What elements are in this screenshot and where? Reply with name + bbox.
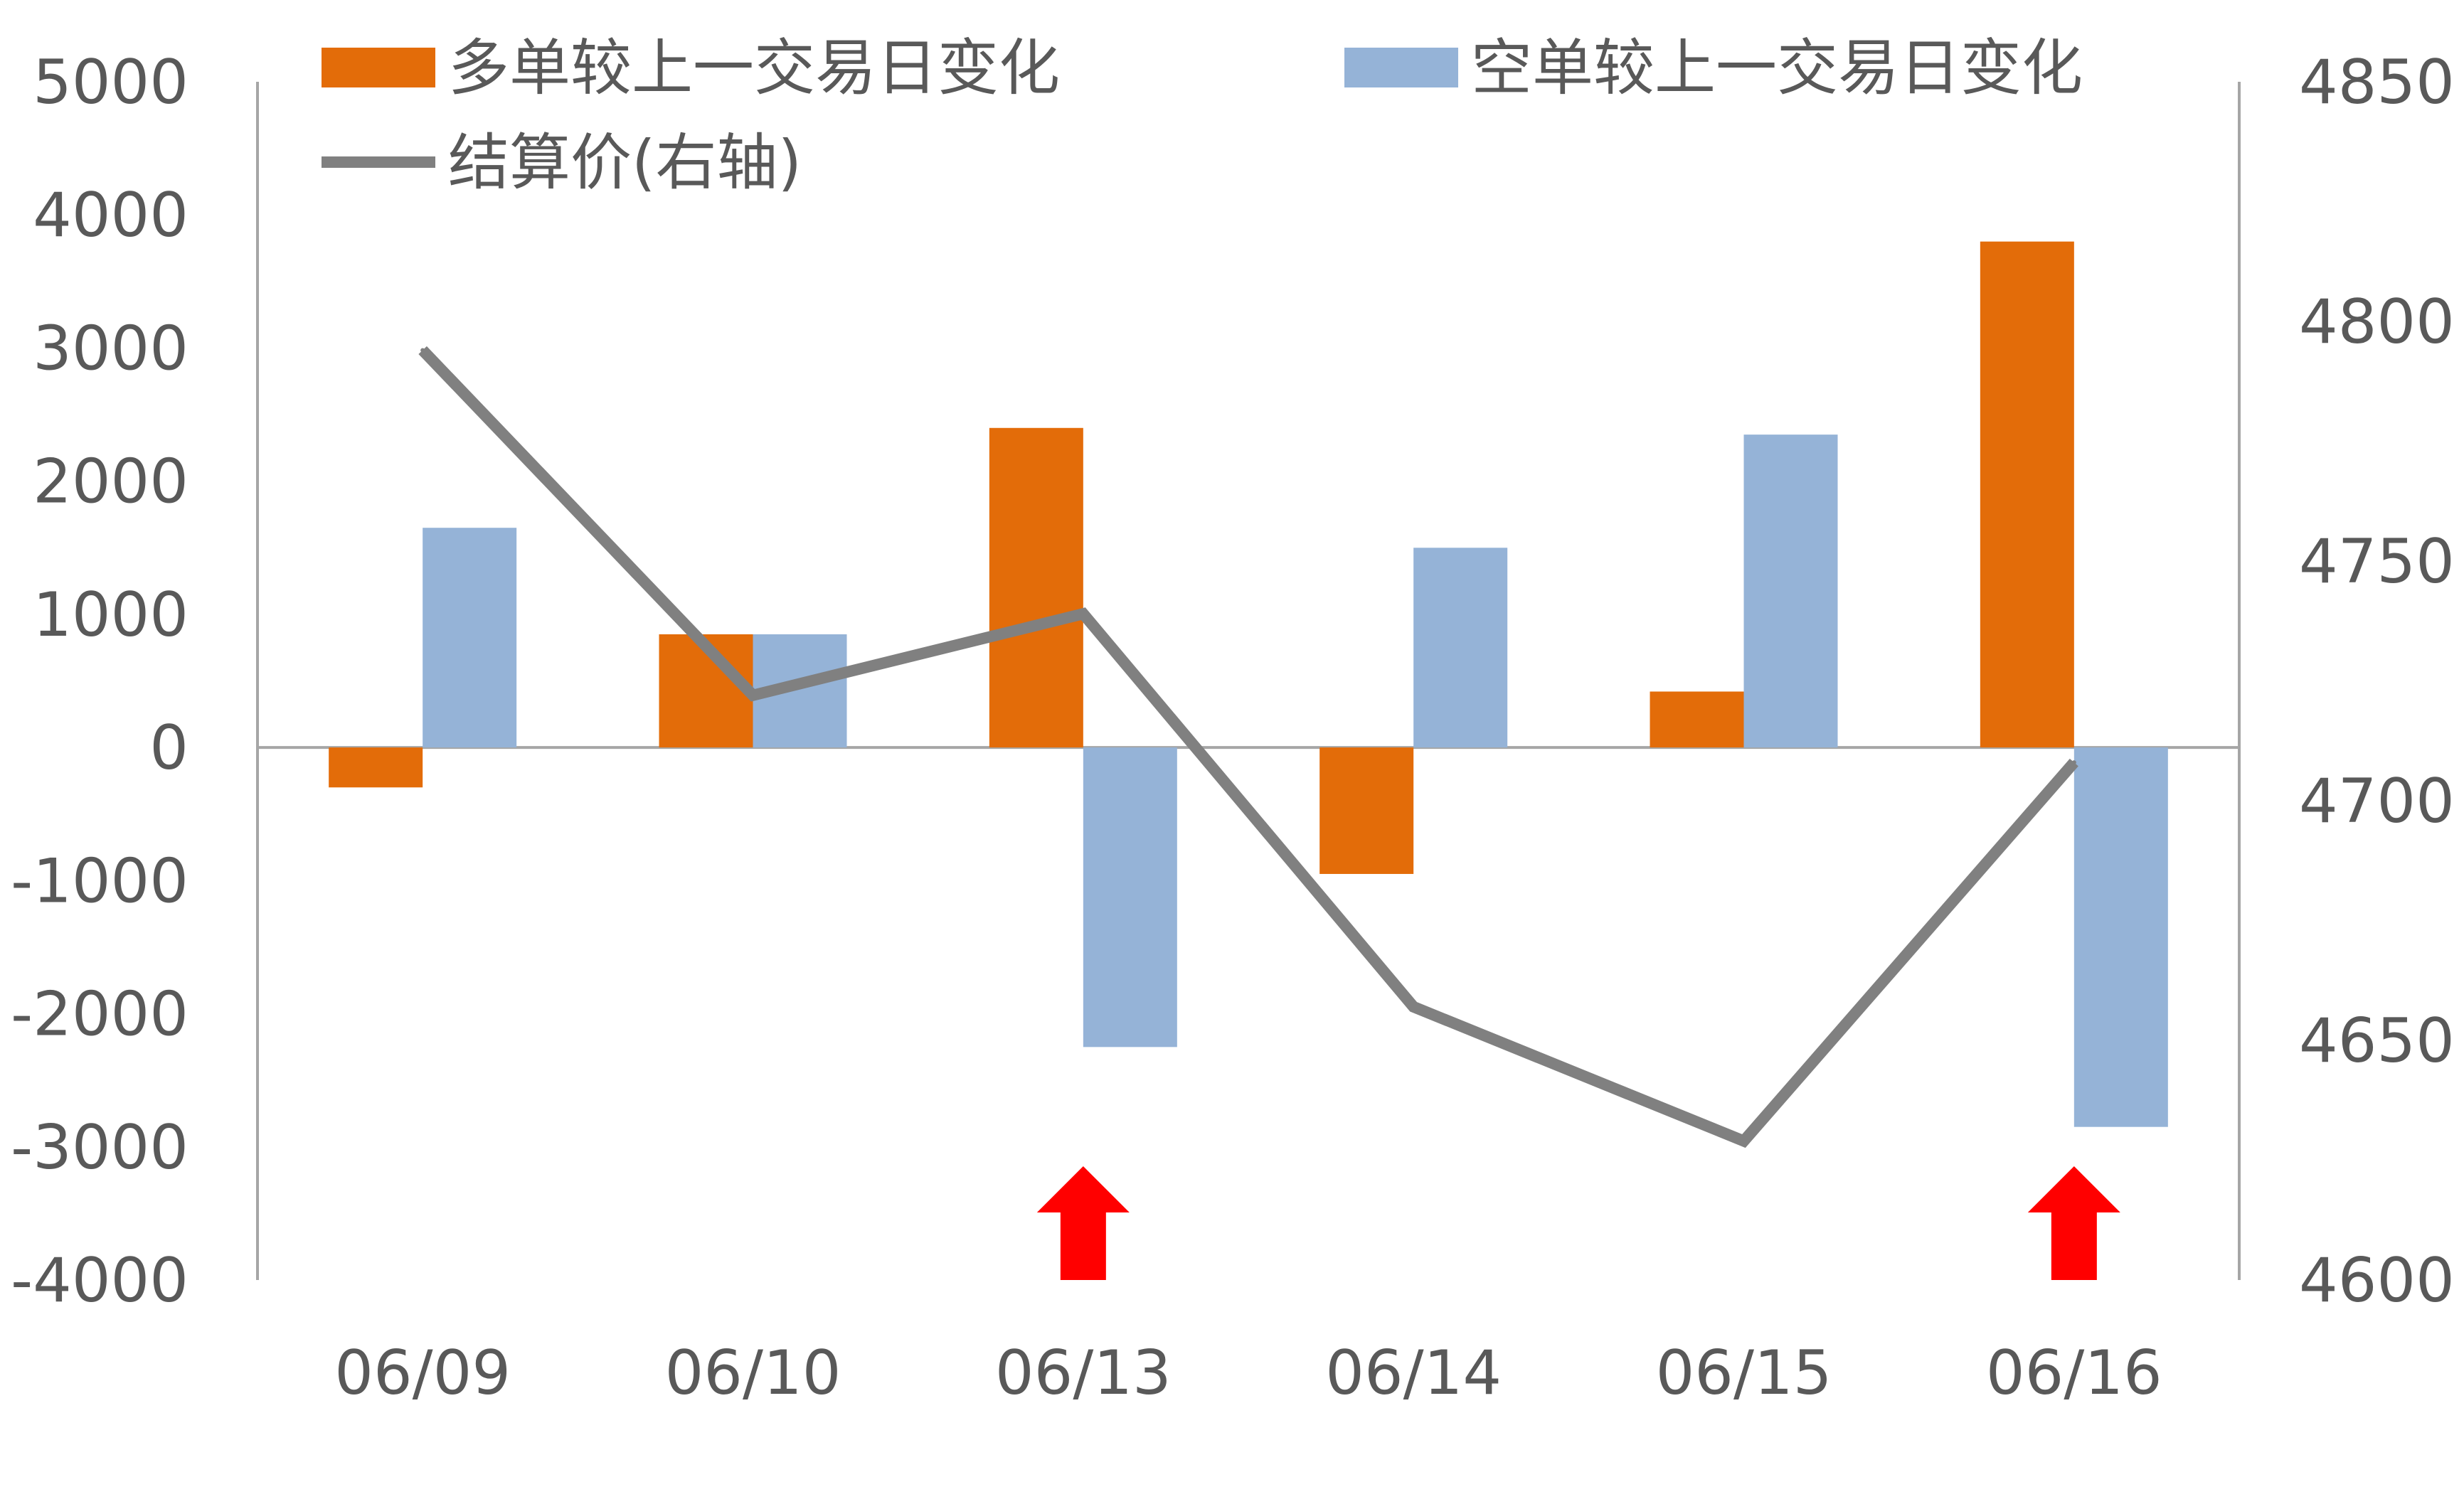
right-tick-label: 4650 xyxy=(2299,1006,2455,1077)
left-tick-label: -3000 xyxy=(11,1112,188,1183)
legend-label: 多单较上一交易日变化 xyxy=(448,33,1060,104)
x-tick-label: 06/09 xyxy=(334,1338,511,1409)
up-arrow-icon xyxy=(2027,1166,2120,1280)
bar xyxy=(1743,434,1838,748)
line-point xyxy=(1080,612,1085,617)
legend-swatch xyxy=(1344,48,1458,87)
right-tick-label: 4750 xyxy=(2299,526,2455,597)
x-tick-label: 06/16 xyxy=(1986,1338,2162,1409)
legend-label: 结算价(右轴) xyxy=(448,127,802,198)
line-point xyxy=(750,693,755,698)
right-tick-label: 4850 xyxy=(2299,47,2455,118)
line-point xyxy=(420,348,425,353)
legend-swatch xyxy=(322,48,435,87)
bar xyxy=(1980,241,2074,748)
left-tick-label: 3000 xyxy=(33,313,188,384)
bar xyxy=(989,427,1083,748)
left-tick-label: -2000 xyxy=(11,979,188,1050)
left-tick-label: -4000 xyxy=(11,1245,188,1316)
legend-label: 空单较上一交易日变化 xyxy=(1471,33,2083,104)
up-arrow-icon xyxy=(1036,1166,1130,1280)
bar xyxy=(1319,747,1414,874)
x-tick-label: 06/10 xyxy=(665,1338,841,1409)
right-tick-label: 4700 xyxy=(2299,766,2455,837)
bar xyxy=(1413,548,1508,748)
left-tick-label: 0 xyxy=(149,713,188,784)
bar xyxy=(329,747,423,788)
x-tick-label: 06/15 xyxy=(1656,1338,1832,1409)
settlement-price-line xyxy=(418,346,2078,1148)
bar xyxy=(1083,747,1177,1047)
right-tick-label: 4800 xyxy=(2299,287,2455,358)
left-tick-label: 5000 xyxy=(33,47,188,118)
bar xyxy=(1650,691,1744,748)
left-tick-label: 2000 xyxy=(33,447,188,518)
left-tick-label: 4000 xyxy=(33,180,188,251)
x-tick-label: 06/14 xyxy=(1325,1338,1502,1409)
left-tick-label: -1000 xyxy=(11,846,188,917)
line-point xyxy=(1741,1139,1746,1143)
line-point xyxy=(2071,760,2076,765)
bar xyxy=(423,528,517,748)
x-tick-label: 06/13 xyxy=(995,1338,1172,1409)
left-tick-label: 1000 xyxy=(33,580,188,651)
right-tick-label: 4600 xyxy=(2299,1245,2455,1316)
bar xyxy=(2073,747,2168,1127)
line-point xyxy=(1411,1004,1416,1009)
